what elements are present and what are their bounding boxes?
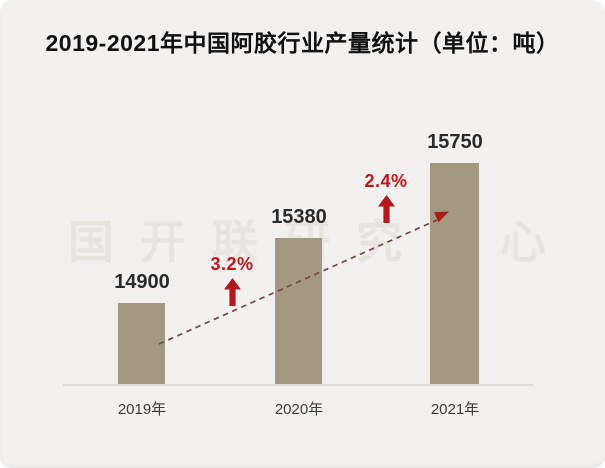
up-arrow-icon bbox=[223, 278, 241, 306]
growth-label-2021: 2.4% bbox=[364, 171, 408, 191]
bar-2019 bbox=[118, 303, 165, 385]
x-tick-2019: 2019年 bbox=[117, 401, 167, 418]
x-tick-2021: 2021年 bbox=[430, 401, 480, 418]
value-label-2019: 14900 bbox=[114, 271, 170, 293]
growth-annotation-2021: 2.4% bbox=[344, 171, 428, 223]
bar-2021 bbox=[430, 163, 479, 385]
value-label-2021: 15750 bbox=[427, 131, 483, 153]
growth-label-2020: 3.2% bbox=[210, 254, 254, 274]
bar-2020 bbox=[275, 238, 322, 385]
up-arrow-icon bbox=[377, 195, 395, 223]
x-tick-2020: 2020年 bbox=[274, 401, 324, 418]
x-axis-line bbox=[63, 384, 533, 386]
growth-annotation-2020: 3.2% bbox=[190, 254, 274, 306]
chart-title: 2019-2021年中国阿胶行业产量统计（单位：吨） bbox=[45, 30, 560, 56]
value-label-2020: 15380 bbox=[271, 206, 327, 228]
